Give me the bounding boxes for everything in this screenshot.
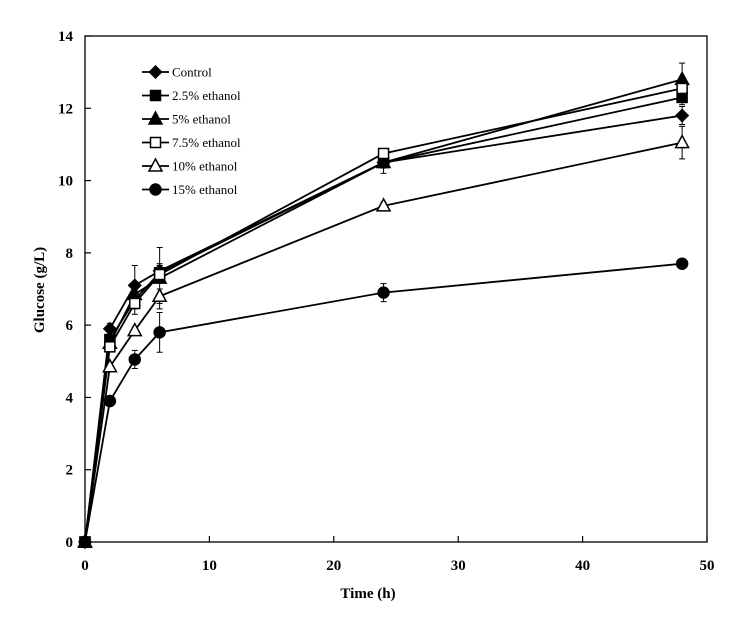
series-10-ethanol — [77, 125, 690, 548]
data-point-control — [675, 108, 690, 123]
y-tick-label: 4 — [66, 390, 74, 406]
y-tick-label: 14 — [58, 29, 74, 45]
legend-label: 7.5% ethanol — [172, 135, 241, 150]
data-point-7-5-ethanol — [153, 268, 166, 281]
data-point-15-ethanol — [103, 394, 117, 408]
y-tick-label: 10 — [58, 174, 73, 190]
data-point-5-ethanol — [375, 153, 392, 169]
series-line-7-5-ethanol — [84, 87, 683, 543]
legend-marker-15-ethanol — [149, 183, 162, 196]
plot-frame — [84, 35, 708, 543]
y-tick-label: 2 — [66, 463, 74, 479]
y-axis-label: Glucose (g/L) — [32, 247, 48, 333]
legend-marker-control — [148, 64, 163, 80]
data-point-7-5-ethanol — [676, 82, 688, 95]
x-tick-label: 40 — [575, 558, 590, 574]
x-tick-label: 20 — [326, 558, 341, 574]
legend-item-5-ethanol: 5% ethanol — [142, 110, 231, 127]
data-point-10-ethanol — [674, 134, 690, 149]
legend-marker-2-5-ethanol — [149, 89, 162, 102]
x-axis-label: Time (h) — [340, 586, 395, 602]
legend-label: Control — [172, 65, 212, 80]
data-point-10-ethanol — [375, 197, 392, 212]
legend: Control 2.5% ethanol 5% ethanol 7.5% ethano… — [142, 65, 241, 197]
data-point-10-ethanol — [102, 358, 118, 373]
series-15-ethanol — [78, 257, 689, 549]
legend-item-15-ethanol: 15% ethanol — [142, 182, 238, 197]
data-point-7-5-ethanol — [129, 297, 141, 310]
data-point-10-ethanol — [151, 287, 168, 302]
y-tick-label: 6 — [66, 318, 74, 334]
legend-item-2-5-ethanol: 2.5% ethanol — [142, 88, 241, 103]
legend-marker-10-ethanol — [147, 157, 164, 172]
series-7-5-ethanol — [79, 82, 688, 548]
legend-item-7-5-ethanol: 7.5% ethanol — [142, 135, 241, 150]
legend-label: 15% ethanol — [172, 182, 238, 197]
data-point-7-5-ethanol — [377, 147, 390, 160]
axes: 0 2 4 6 8 10 12 14 0 10 20 30 40 50 — [58, 29, 715, 574]
x-tick-label: 50 — [700, 558, 715, 574]
x-tick-label: 10 — [202, 558, 217, 574]
y-tick-label: 8 — [66, 246, 74, 262]
legend-label: 5% ethanol — [172, 112, 231, 127]
legend-item-10-ethanol: 10% ethanol — [142, 157, 238, 174]
series-line-10-ethanol — [84, 141, 683, 543]
legend-marker-7-5-ethanol — [149, 136, 162, 149]
data-point-15-ethanol — [377, 286, 390, 299]
data-point-7-5-ethanol — [104, 341, 116, 353]
data-point-15-ethanol — [153, 326, 166, 339]
data-point-10-ethanol — [127, 321, 143, 337]
series-line-15-ethanol — [84, 262, 683, 543]
y-tick-label: 12 — [58, 101, 73, 117]
data-point-15-ethanol — [128, 353, 142, 366]
series-line-control — [84, 114, 683, 543]
legend-item-control: Control — [142, 65, 212, 80]
series-layer — [77, 62, 690, 550]
data-point-15-ethanol — [78, 535, 92, 549]
legend-label: 10% ethanol — [172, 159, 238, 174]
data-point-15-ethanol — [675, 257, 689, 270]
x-tick-label: 30 — [451, 558, 466, 574]
x-tick-label: 0 — [81, 558, 89, 574]
y-tick-label: 0 — [66, 535, 74, 551]
legend-marker-5-ethanol — [147, 110, 164, 125]
legend-label: 2.5% ethanol — [172, 88, 241, 103]
series-5-ethanol — [77, 62, 690, 548]
